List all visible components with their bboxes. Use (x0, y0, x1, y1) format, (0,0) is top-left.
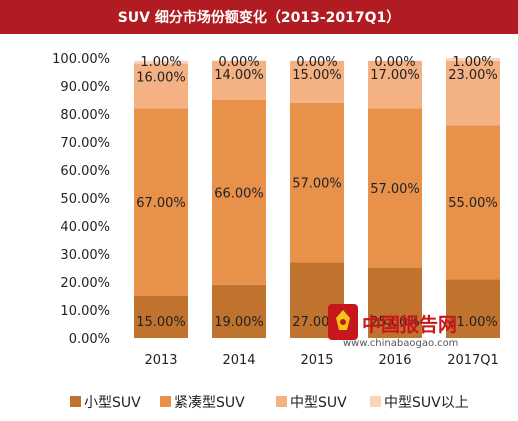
legend: 小型SUV 紧凑型SUV 中型SUV 中型SUV以上 (70, 394, 469, 411)
y-tick-label: 70.00% (60, 136, 110, 151)
legend-swatch (370, 396, 381, 407)
y-tick-label: 80.00% (60, 108, 110, 123)
data-label: 15.00% (292, 68, 342, 83)
bar-segment (446, 125, 500, 280)
data-label: 21.00% (448, 315, 498, 330)
data-label: 25.00% (370, 315, 420, 330)
legend-label: 中型SUV以上 (384, 395, 469, 411)
bar-segment (368, 108, 422, 269)
x-tick-label: 2014 (222, 353, 255, 368)
data-label: 14.00% (214, 68, 264, 83)
bar-segment (446, 60, 500, 126)
y-tick-label: 100.00% (52, 52, 110, 67)
legend-swatch (70, 396, 81, 407)
watermark-brand-text: 中国报告网 (362, 313, 457, 336)
y-tick-label: 60.00% (60, 164, 110, 179)
bar-segment (290, 60, 344, 103)
y-tick-label: 20.00% (60, 276, 110, 291)
data-label: 1.00% (140, 55, 181, 70)
data-label: 19.00% (214, 315, 264, 330)
bar-segment (446, 58, 500, 61)
watermark-url-text: www.chinabaogao.com (343, 338, 458, 349)
data-label: 66.00% (214, 186, 264, 201)
bar-segment (368, 60, 422, 109)
data-label: 17.00% (370, 68, 420, 83)
x-axis: 2013 2014 2015 2016 2017Q1 (144, 353, 498, 368)
data-label: 23.00% (448, 68, 498, 83)
bar-segment (290, 102, 344, 263)
y-tick-label: 50.00% (60, 192, 110, 207)
rooster-logo-icon (328, 304, 358, 340)
data-labels: 15.00%67.00%16.00%1.00%19.00%66.00%14.00… (136, 55, 498, 330)
data-label: 15.00% (136, 315, 186, 330)
bar-segment (368, 268, 422, 338)
data-label: 0.00% (218, 55, 259, 70)
legend-label: 小型SUV (84, 395, 141, 411)
chart-title: SUV 细分市场份额变化（2013-2017Q1） (0, 0, 518, 34)
bar-segment (134, 60, 188, 64)
bar-segment (134, 63, 188, 109)
data-label: 16.00% (136, 71, 186, 86)
bars (134, 58, 500, 338)
bar-segment (212, 100, 266, 285)
y-axis: 0.00% 10.00% 20.00% 30.00% 40.00% 50.00% 60.00… (52, 52, 110, 347)
x-tick-label: 2015 (300, 353, 333, 368)
bar-segment (134, 296, 188, 338)
y-tick-label: 30.00% (60, 248, 110, 263)
data-label: 55.00% (448, 196, 498, 211)
bar-segment (212, 284, 266, 338)
x-tick-label: 2016 (378, 353, 411, 368)
bar-segment (134, 108, 188, 297)
data-label: 57.00% (370, 182, 420, 197)
x-tick-label: 2013 (144, 353, 177, 368)
bar-segment (212, 60, 266, 100)
data-label: 67.00% (136, 196, 186, 211)
y-tick-label: 0.00% (69, 332, 110, 347)
legend-label: 紧凑型SUV (174, 394, 245, 411)
y-tick-label: 90.00% (60, 80, 110, 95)
y-tick-label: 40.00% (60, 220, 110, 235)
legend-label: 中型SUV (290, 395, 347, 411)
data-label: 57.00% (292, 177, 342, 192)
data-label: 0.00% (296, 55, 337, 70)
y-tick-label: 10.00% (60, 304, 110, 319)
x-tick-label: 2017Q1 (447, 353, 499, 368)
data-label: 1.00% (452, 55, 493, 70)
legend-swatch (276, 396, 287, 407)
data-label: 0.00% (374, 55, 415, 70)
watermark: 中国报告网 www.chinabaogao.com (328, 304, 458, 349)
bar-segment (446, 279, 500, 338)
legend-swatch (160, 396, 171, 407)
